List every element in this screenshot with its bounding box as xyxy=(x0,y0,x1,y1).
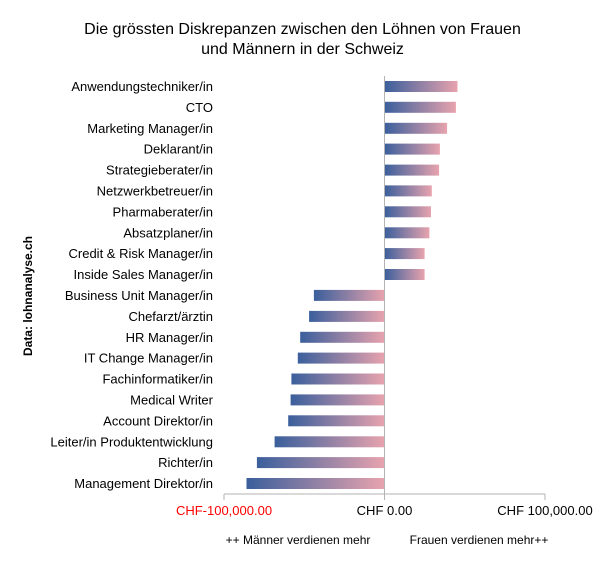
annotation-men-earn-more: ++ Männer verdienen mehr xyxy=(226,533,371,547)
annotation-women-earn-more: Frauen verdienen mehr++ xyxy=(410,533,549,547)
axis-layer xyxy=(223,76,546,500)
category-label-14: IT Change Manager/in xyxy=(84,351,213,366)
category-label-2: CTO xyxy=(186,100,213,115)
bar-18 xyxy=(274,436,385,448)
chart-title-line-2: und Männern in der Schweiz xyxy=(201,41,404,58)
category-label-20: Management Direktor/in xyxy=(74,476,213,491)
category-label-16: Medical Writer xyxy=(130,392,214,407)
bars-layer xyxy=(246,81,458,489)
bar-2 xyxy=(384,101,456,113)
category-label-4: Deklarant/in xyxy=(144,142,213,157)
bar-8 xyxy=(384,227,430,239)
category-label-1: Anwendungstechniker/in xyxy=(71,79,213,94)
bar-19 xyxy=(256,457,385,469)
bar-17 xyxy=(288,415,385,427)
bar-3 xyxy=(384,122,448,134)
bar-20 xyxy=(246,478,385,489)
category-label-19: Richter/in xyxy=(158,455,213,470)
bar-1 xyxy=(384,81,458,92)
chart-title-line-1: Die grössten Diskrepanzen zwischen den L… xyxy=(84,21,521,38)
category-label-18: Leiter/in Produktentwicklung xyxy=(50,434,213,449)
chart-title: Die grössten Diskrepanzen zwischen den L… xyxy=(0,20,605,60)
category-label-5: Strategieberater/in xyxy=(106,163,213,178)
category-label-9: Credit & Risk Manager/in xyxy=(69,246,214,261)
bar-5 xyxy=(384,164,440,176)
x-tick-label-3: CHF 100,000.00 xyxy=(497,503,592,518)
bar-16 xyxy=(290,394,385,406)
labels-layer: Anwendungstechniker/in CTO Marketing Manag… xyxy=(50,79,592,547)
bar-13 xyxy=(300,331,385,343)
bar-7 xyxy=(384,206,431,218)
category-label-6: Netzwerkbetreuer/in xyxy=(97,183,213,198)
category-label-8: Absatzplaner/in xyxy=(123,225,213,240)
category-label-13: HR Manager/in xyxy=(126,330,213,345)
bar-15 xyxy=(291,373,385,385)
category-label-7: Pharmaberater/in xyxy=(113,204,213,219)
bar-6 xyxy=(384,185,432,197)
category-label-3: Marketing Manager/in xyxy=(87,121,213,136)
category-label-11: Business Unit Manager/in xyxy=(65,288,213,303)
category-label-10: Inside Sales Manager/in xyxy=(74,267,213,282)
category-label-17: Account Direktor/in xyxy=(103,413,213,428)
bar-4 xyxy=(384,143,440,155)
bar-9 xyxy=(384,248,425,260)
category-label-15: Fachinformatiker/in xyxy=(102,372,213,387)
x-tick-label-2: CHF 0.00 xyxy=(357,503,413,518)
bar-10 xyxy=(384,269,425,280)
bar-14 xyxy=(297,352,385,364)
category-label-12: Chefarzt/ärztin xyxy=(128,309,213,324)
x-tick-label-1: CHF-100,000.00 xyxy=(176,503,272,518)
bar-11 xyxy=(313,289,385,301)
bar-12 xyxy=(309,310,385,322)
